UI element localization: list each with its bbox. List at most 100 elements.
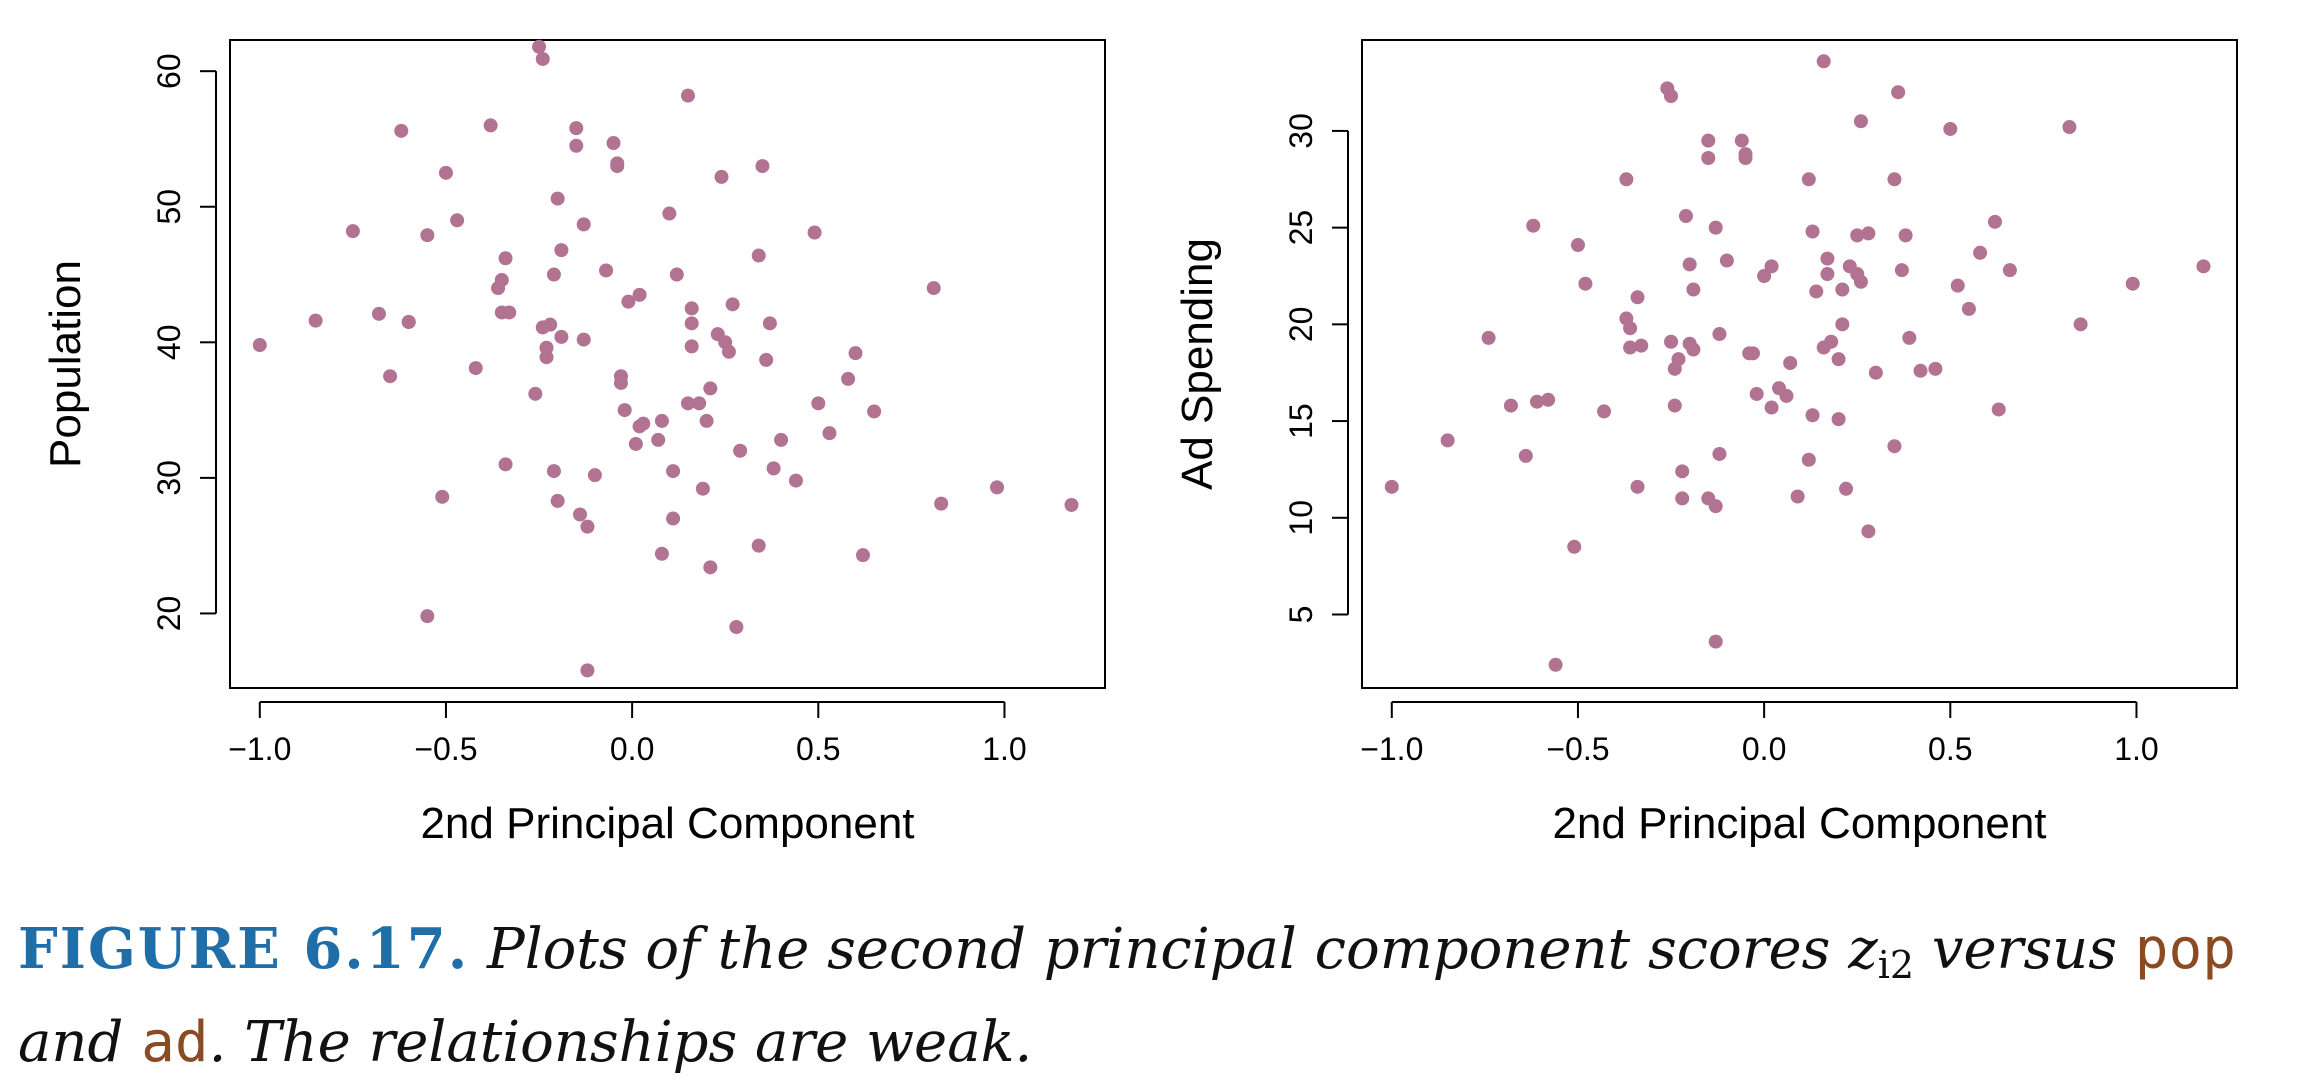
- data-point: [569, 121, 584, 136]
- data-point: [684, 339, 699, 354]
- data-point: [1891, 85, 1906, 100]
- y-axis-label: Population: [41, 260, 90, 468]
- data-point: [1809, 284, 1824, 299]
- data-point: [1764, 259, 1779, 274]
- data-point: [762, 316, 777, 331]
- data-point: [714, 169, 729, 184]
- data-point: [576, 332, 591, 347]
- data-point: [1853, 114, 1868, 129]
- data-point: [1928, 361, 1943, 376]
- data-point: [1570, 238, 1585, 253]
- data-point: [1701, 133, 1716, 148]
- data-point: [1820, 267, 1835, 282]
- data-point: [1712, 327, 1727, 342]
- data-point: [1961, 301, 1976, 316]
- data-point: [1630, 479, 1645, 494]
- data-point: [546, 464, 561, 479]
- data-point: [684, 301, 699, 316]
- data-point: [703, 560, 718, 575]
- data-point: [654, 413, 669, 428]
- y-tick-label: 10: [1283, 500, 1319, 536]
- data-point: [990, 480, 1005, 495]
- data-point: [759, 352, 774, 367]
- data-point: [1567, 539, 1582, 554]
- y-tick-label: 20: [151, 596, 187, 632]
- data-point: [1686, 342, 1701, 357]
- data-point: [1887, 172, 1902, 187]
- data-point: [1708, 634, 1723, 649]
- data-point: [1816, 54, 1831, 69]
- x-tick-label: −1.0: [228, 731, 291, 767]
- data-point: [308, 313, 323, 328]
- data-point: [2125, 276, 2140, 291]
- plot-frame: [229, 39, 1106, 689]
- data-point: [546, 267, 561, 282]
- data-point: [1619, 172, 1634, 187]
- data-point: [1757, 268, 1772, 283]
- data-point: [684, 316, 699, 331]
- data-point: [438, 165, 453, 180]
- data-point: [703, 381, 718, 396]
- scatter-plot-1: −1.0 −0.5 0.0 0.5 1.0 2nd Principal Component…: [41, 39, 1106, 848]
- x-tick-label: 1.0: [2114, 731, 2158, 767]
- data-point: [774, 432, 789, 447]
- caption-text-3: and: [18, 1010, 124, 1075]
- data-point: [1805, 224, 1820, 239]
- data-point: [1384, 479, 1399, 494]
- data-point: [613, 375, 628, 390]
- data-point: [1719, 253, 1734, 268]
- data-point: [1745, 346, 1760, 361]
- data-point: [573, 507, 587, 522]
- data-point: [1712, 446, 1727, 461]
- data-point: [926, 281, 941, 296]
- data-point: [394, 123, 409, 138]
- data-point: [1887, 439, 1902, 454]
- data-point: [662, 206, 677, 221]
- y-tick-label: 25: [1283, 210, 1319, 246]
- data-point: [1623, 340, 1638, 355]
- data-point: [1518, 448, 1533, 463]
- data-point: [345, 224, 360, 239]
- data-point: [1850, 228, 1865, 243]
- data-point: [666, 511, 681, 526]
- data-point: [1701, 150, 1716, 165]
- data-point: [606, 136, 621, 151]
- data-point: [1894, 263, 1909, 278]
- data-point: [550, 493, 565, 508]
- y-tick-label: 30: [1283, 113, 1319, 149]
- caption-text-1: Plots of the second principal component …: [487, 917, 1831, 982]
- data-point: [1902, 330, 1917, 345]
- data-point: [498, 457, 513, 472]
- data-point: [807, 225, 822, 240]
- data-point: [252, 338, 267, 353]
- data-point: [725, 297, 740, 312]
- data-point: [1667, 398, 1682, 413]
- data-point: [680, 396, 695, 411]
- y-axis-label: Ad Spending: [1173, 238, 1222, 490]
- data-point: [502, 305, 517, 320]
- data-point: [532, 39, 547, 54]
- data-point: [1597, 404, 1612, 419]
- data-point: [666, 464, 681, 479]
- caption-label: FIGURE 6.17.: [18, 916, 470, 982]
- data-point: [867, 404, 882, 419]
- data-point: [1898, 228, 1913, 243]
- y-tick-label: 5: [1283, 606, 1319, 624]
- caption-math-var: zi2: [1848, 917, 1914, 987]
- data-point: [420, 228, 435, 243]
- data-point: [1831, 352, 1846, 367]
- caption-code-ad: ad: [141, 1010, 209, 1075]
- data-point: [2073, 317, 2088, 332]
- x-tick-label: −0.5: [414, 731, 477, 767]
- caption-text-4: . The relationships are weak.: [208, 1010, 1033, 1075]
- data-point: [535, 51, 550, 66]
- data-point: [554, 243, 569, 258]
- data-point: [1801, 172, 1816, 187]
- data-point: [1779, 388, 1794, 403]
- data-point: [1987, 214, 2002, 229]
- data-point: [420, 609, 435, 624]
- data-point: [669, 267, 684, 282]
- data-point: [699, 413, 714, 428]
- data-point: [680, 88, 695, 103]
- figure-caption: FIGURE 6.17. Plots of the second princip…: [18, 910, 2288, 1082]
